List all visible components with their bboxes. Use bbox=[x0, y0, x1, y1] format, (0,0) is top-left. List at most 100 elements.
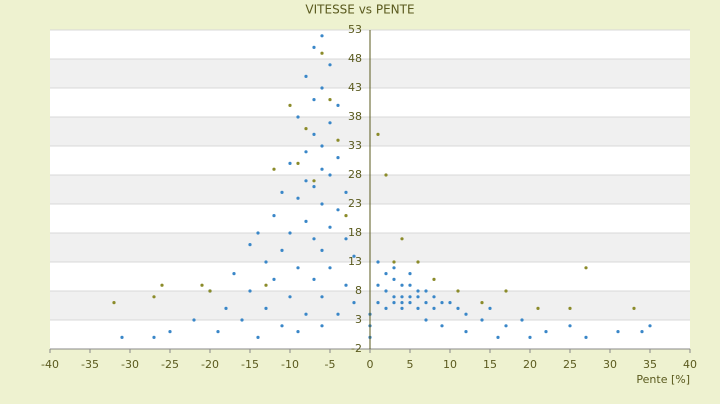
x-tick-label: -10 bbox=[281, 358, 299, 371]
point bbox=[376, 283, 380, 287]
point bbox=[536, 306, 540, 310]
point bbox=[224, 306, 228, 310]
point bbox=[312, 185, 316, 189]
y-tick-label: 23 bbox=[348, 197, 362, 210]
y-tick-label: 28 bbox=[348, 168, 362, 181]
point bbox=[376, 301, 380, 305]
point bbox=[504, 289, 508, 293]
point bbox=[296, 196, 300, 200]
x-tick-label: 20 bbox=[523, 358, 537, 371]
point bbox=[464, 312, 468, 316]
point bbox=[392, 266, 396, 270]
point bbox=[256, 335, 260, 339]
point bbox=[120, 335, 124, 339]
point bbox=[304, 74, 308, 78]
point bbox=[408, 272, 412, 276]
x-tick-label: 15 bbox=[483, 358, 497, 371]
point bbox=[344, 214, 348, 218]
point bbox=[424, 318, 428, 322]
point bbox=[384, 306, 388, 310]
point bbox=[328, 121, 332, 125]
point bbox=[304, 219, 308, 223]
point bbox=[272, 167, 276, 171]
x-tick-label: 35 bbox=[643, 358, 657, 371]
point bbox=[408, 301, 412, 305]
point bbox=[216, 330, 220, 334]
point bbox=[440, 301, 444, 305]
point bbox=[312, 179, 316, 183]
point bbox=[336, 103, 340, 107]
point bbox=[480, 301, 484, 305]
point bbox=[320, 202, 324, 206]
y-tick-label: -2 bbox=[351, 342, 362, 355]
point bbox=[280, 248, 284, 252]
point bbox=[424, 289, 428, 293]
point bbox=[328, 225, 332, 229]
point bbox=[256, 231, 260, 235]
y-tick-label: 33 bbox=[348, 139, 362, 152]
point bbox=[328, 173, 332, 177]
point bbox=[440, 324, 444, 328]
point bbox=[520, 318, 524, 322]
point bbox=[320, 51, 324, 55]
point bbox=[384, 173, 388, 177]
point bbox=[448, 301, 452, 305]
x-axis-label: Pente [%] bbox=[636, 373, 690, 386]
point bbox=[400, 295, 404, 299]
point bbox=[112, 301, 116, 305]
point bbox=[272, 277, 276, 281]
point bbox=[304, 179, 308, 183]
y-tick-label: 13 bbox=[348, 255, 362, 268]
point bbox=[408, 295, 412, 299]
point bbox=[528, 335, 532, 339]
point bbox=[352, 301, 356, 305]
y-tick-label: 8 bbox=[355, 284, 362, 297]
point bbox=[456, 306, 460, 310]
x-tick-label: -5 bbox=[325, 358, 336, 371]
point bbox=[208, 289, 212, 293]
point bbox=[152, 335, 156, 339]
point bbox=[464, 330, 468, 334]
point bbox=[168, 330, 172, 334]
point bbox=[304, 150, 308, 154]
point bbox=[232, 272, 236, 276]
point bbox=[320, 324, 324, 328]
point bbox=[248, 243, 252, 247]
point bbox=[296, 161, 300, 165]
point bbox=[496, 335, 500, 339]
point bbox=[312, 237, 316, 241]
point bbox=[568, 324, 572, 328]
point bbox=[544, 330, 548, 334]
point bbox=[376, 132, 380, 136]
point bbox=[456, 289, 460, 293]
x-tick-label: -20 bbox=[201, 358, 219, 371]
point bbox=[288, 103, 292, 107]
x-tick-label: 0 bbox=[367, 358, 374, 371]
point bbox=[248, 289, 252, 293]
point bbox=[384, 272, 388, 276]
point bbox=[328, 98, 332, 102]
point bbox=[584, 335, 588, 339]
point bbox=[320, 248, 324, 252]
point bbox=[408, 283, 412, 287]
point bbox=[400, 306, 404, 310]
x-tick-label: 5 bbox=[407, 358, 414, 371]
point bbox=[320, 34, 324, 38]
point bbox=[328, 63, 332, 67]
point bbox=[632, 306, 636, 310]
point bbox=[312, 277, 316, 281]
point bbox=[328, 266, 332, 270]
point bbox=[152, 295, 156, 299]
point bbox=[400, 301, 404, 305]
point bbox=[304, 127, 308, 131]
point bbox=[640, 330, 644, 334]
y-tick-label: 48 bbox=[348, 52, 362, 65]
point bbox=[264, 283, 268, 287]
point bbox=[432, 306, 436, 310]
point bbox=[344, 190, 348, 194]
point bbox=[400, 283, 404, 287]
point bbox=[296, 330, 300, 334]
point bbox=[416, 295, 420, 299]
